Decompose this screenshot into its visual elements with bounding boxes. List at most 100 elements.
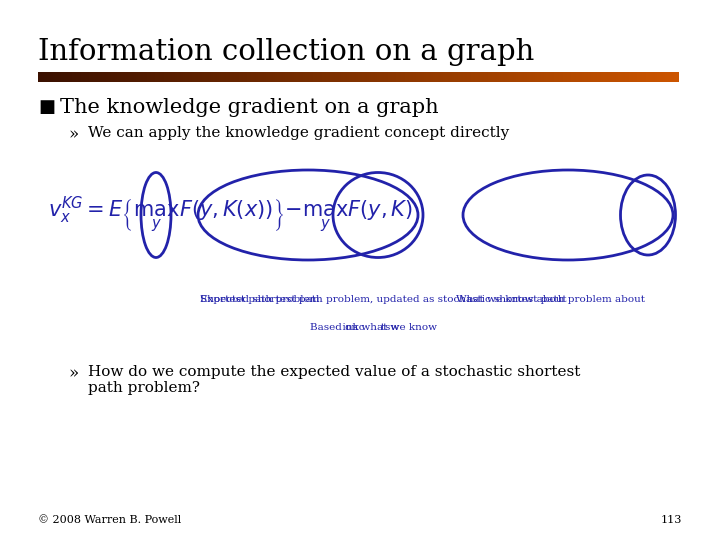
Bar	[343, 72, 346, 82]
Bar	[382, 72, 384, 82]
Bar	[657, 72, 660, 82]
Bar	[204, 72, 207, 82]
Bar	[388, 72, 390, 82]
Bar	[230, 72, 233, 82]
Bar	[635, 72, 638, 82]
Bar	[358, 72, 361, 82]
Text: We can apply the knowledge gradient concept directly: We can apply the knowledge gradient conc…	[88, 126, 509, 140]
Text: »: »	[68, 126, 78, 143]
Bar	[452, 72, 454, 82]
Bar	[544, 72, 546, 82]
Bar	[247, 72, 250, 82]
Text: 113: 113	[661, 515, 682, 525]
Bar	[488, 72, 491, 82]
Bar	[397, 72, 399, 82]
Bar	[107, 72, 109, 82]
Bar	[456, 72, 459, 82]
Bar	[289, 72, 292, 82]
Bar	[418, 72, 420, 82]
Bar	[577, 72, 580, 82]
Bar	[89, 72, 92, 82]
Bar	[415, 72, 418, 82]
Bar	[335, 72, 337, 82]
Bar	[74, 72, 77, 82]
Bar	[275, 72, 277, 82]
Bar	[567, 72, 570, 82]
Text: How do we compute the expected value of a stochastic shortest
path problem?: How do we compute the expected value of …	[88, 365, 580, 395]
Bar	[55, 72, 58, 82]
Bar	[81, 72, 84, 82]
Bar	[345, 72, 348, 82]
Bar	[522, 72, 525, 82]
Bar	[490, 72, 493, 82]
Bar	[475, 72, 478, 82]
Text: »: »	[68, 365, 78, 382]
Bar	[273, 72, 275, 82]
Bar	[53, 72, 55, 82]
Bar	[337, 72, 339, 82]
Bar	[249, 72, 252, 82]
Text: $v_x^{KG} = E\left\{\max_y F(y,K(x))\right\}-\max_y F(y,K)$: $v_x^{KG} = E\left\{\max_y F(y,K(x))\rig…	[48, 194, 413, 235]
Bar	[654, 72, 657, 82]
Bar	[187, 72, 190, 82]
Bar	[395, 72, 397, 82]
Bar	[322, 72, 325, 82]
Bar	[424, 72, 427, 82]
Bar	[87, 72, 90, 82]
Bar	[72, 72, 75, 82]
Bar	[326, 72, 328, 82]
Bar	[477, 72, 480, 82]
Bar	[333, 72, 335, 82]
Bar	[573, 72, 576, 82]
Bar	[518, 72, 521, 82]
Bar	[172, 72, 175, 82]
Bar	[66, 72, 68, 82]
Bar	[149, 72, 152, 82]
Bar	[439, 72, 441, 82]
Bar	[271, 72, 273, 82]
Bar	[170, 72, 173, 82]
Bar	[117, 72, 120, 82]
Bar	[471, 72, 474, 82]
Bar	[565, 72, 567, 82]
Text: The knowledge gradient on a graph: The knowledge gradient on a graph	[60, 98, 438, 117]
Bar	[277, 72, 279, 82]
Bar	[217, 72, 220, 82]
Bar	[631, 72, 634, 82]
Bar	[480, 72, 482, 82]
Bar	[535, 72, 538, 82]
Bar	[665, 72, 668, 82]
Bar	[582, 72, 585, 82]
Bar	[305, 72, 307, 82]
Bar	[284, 72, 286, 82]
Bar	[464, 72, 467, 82]
Bar	[672, 72, 674, 82]
Bar	[407, 72, 410, 82]
Bar	[497, 72, 499, 82]
Text: inkc     tsw: inkc tsw	[310, 323, 400, 332]
Bar	[377, 72, 380, 82]
Bar	[433, 72, 436, 82]
Bar	[526, 72, 529, 82]
Bar	[492, 72, 495, 82]
Bar	[160, 72, 162, 82]
Bar	[162, 72, 164, 82]
Bar	[541, 72, 544, 82]
Bar	[324, 72, 326, 82]
Bar	[392, 72, 395, 82]
Bar	[125, 72, 128, 82]
Bar	[384, 72, 386, 82]
Bar	[512, 72, 514, 82]
Bar	[586, 72, 589, 82]
Bar	[469, 72, 472, 82]
Bar	[192, 72, 194, 82]
Bar	[637, 72, 640, 82]
Bar	[448, 72, 450, 82]
Bar	[413, 72, 416, 82]
Bar	[98, 72, 100, 82]
Bar	[140, 72, 143, 82]
Bar	[399, 72, 401, 82]
Bar	[100, 72, 102, 82]
Bar	[593, 72, 595, 82]
Bar	[450, 72, 452, 82]
